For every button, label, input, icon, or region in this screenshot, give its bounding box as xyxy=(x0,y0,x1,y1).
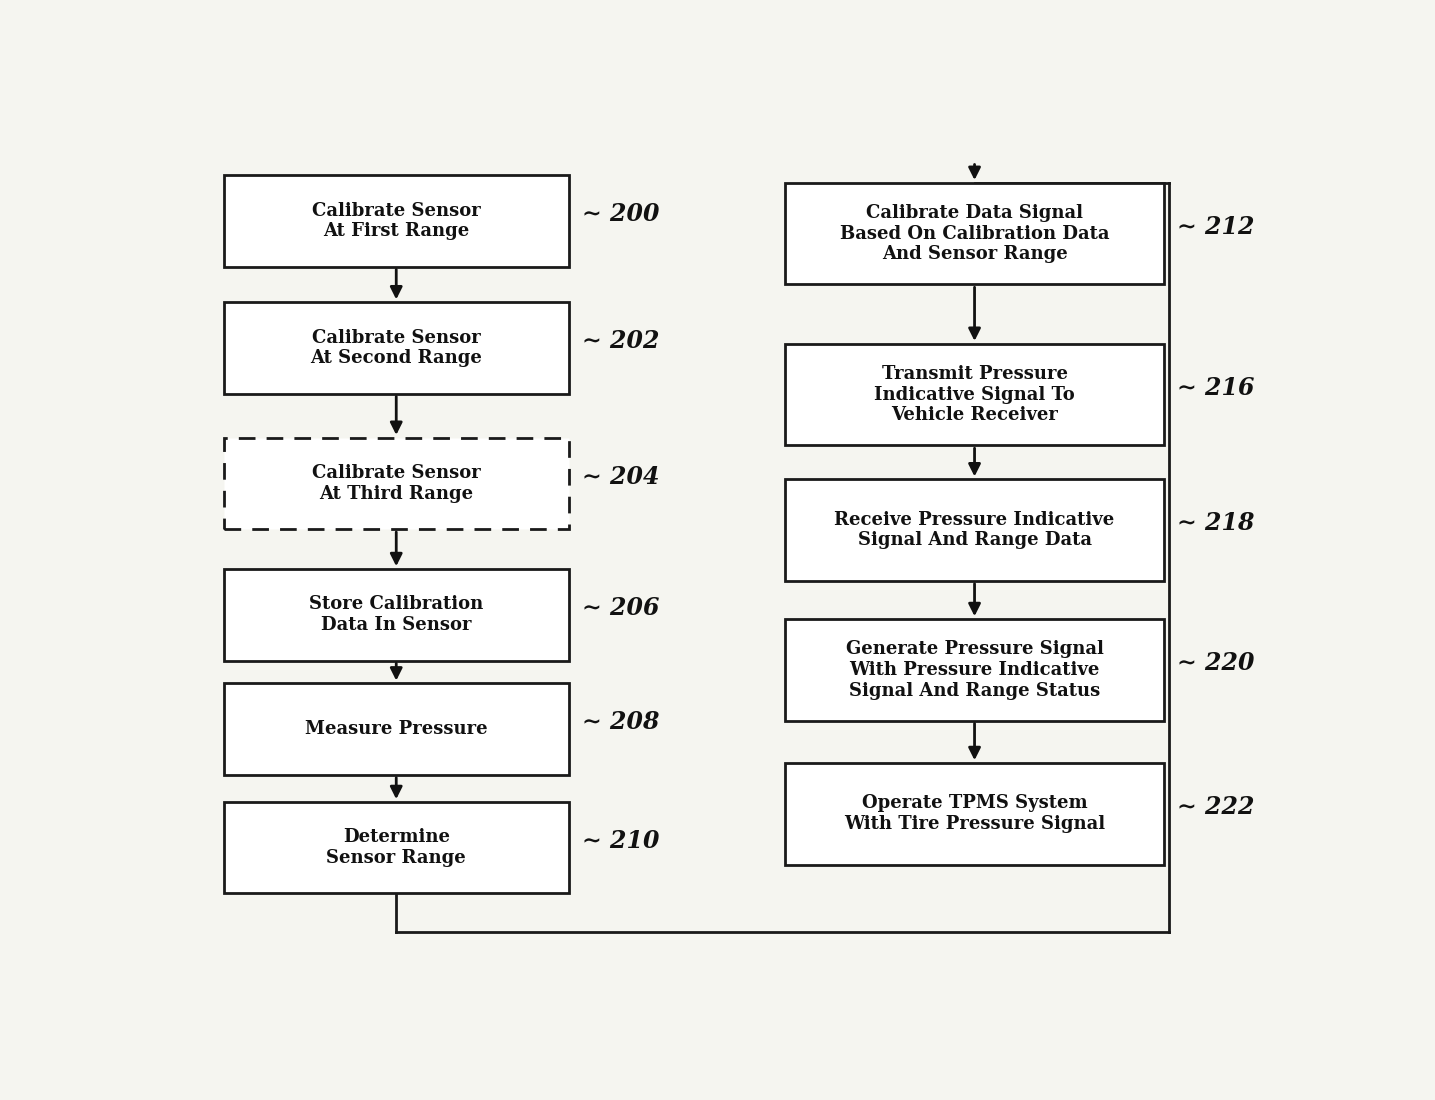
Bar xyxy=(785,183,1164,285)
Bar xyxy=(785,763,1164,865)
Text: ∼ 220: ∼ 220 xyxy=(1177,651,1254,675)
Bar xyxy=(224,683,568,774)
Bar xyxy=(785,619,1164,720)
Text: ∼ 206: ∼ 206 xyxy=(583,596,660,620)
Text: Receive Pressure Indicative
Signal And Range Data: Receive Pressure Indicative Signal And R… xyxy=(834,510,1115,550)
Text: Calibrate Data Signal
Based On Calibration Data
And Sensor Range: Calibrate Data Signal Based On Calibrati… xyxy=(839,204,1109,263)
Text: Calibrate Sensor
At Second Range: Calibrate Sensor At Second Range xyxy=(310,329,482,367)
Text: ∼ 212: ∼ 212 xyxy=(1177,214,1254,239)
Text: ∼ 210: ∼ 210 xyxy=(583,829,660,852)
Text: Store Calibration
Data In Sensor: Store Calibration Data In Sensor xyxy=(309,595,484,635)
Text: ∼ 204: ∼ 204 xyxy=(583,464,660,488)
Text: ∼ 218: ∼ 218 xyxy=(1177,512,1254,536)
Text: Calibrate Sensor
At Third Range: Calibrate Sensor At Third Range xyxy=(311,464,481,503)
Bar xyxy=(224,802,568,893)
Text: ∼ 222: ∼ 222 xyxy=(1177,795,1254,820)
Text: Determine
Sensor Range: Determine Sensor Range xyxy=(326,828,466,867)
Text: Calibrate Sensor
At First Range: Calibrate Sensor At First Range xyxy=(311,201,481,240)
Text: Generate Pressure Signal
With Pressure Indicative
Signal And Range Status: Generate Pressure Signal With Pressure I… xyxy=(845,640,1104,700)
Text: ∼ 216: ∼ 216 xyxy=(1177,376,1254,399)
Text: ∼ 202: ∼ 202 xyxy=(583,329,660,353)
Bar xyxy=(785,344,1164,446)
Text: ∼ 208: ∼ 208 xyxy=(583,711,660,735)
Bar xyxy=(785,480,1164,581)
Bar xyxy=(224,438,568,529)
Text: Transmit Pressure
Indicative Signal To
Vehicle Receiver: Transmit Pressure Indicative Signal To V… xyxy=(874,365,1075,425)
Text: Measure Pressure: Measure Pressure xyxy=(304,720,488,738)
Bar xyxy=(224,569,568,660)
Text: ∼ 200: ∼ 200 xyxy=(583,202,660,227)
Text: Operate TPMS System
With Tire Pressure Signal: Operate TPMS System With Tire Pressure S… xyxy=(844,794,1105,833)
Bar xyxy=(224,302,568,394)
Bar xyxy=(224,175,568,266)
